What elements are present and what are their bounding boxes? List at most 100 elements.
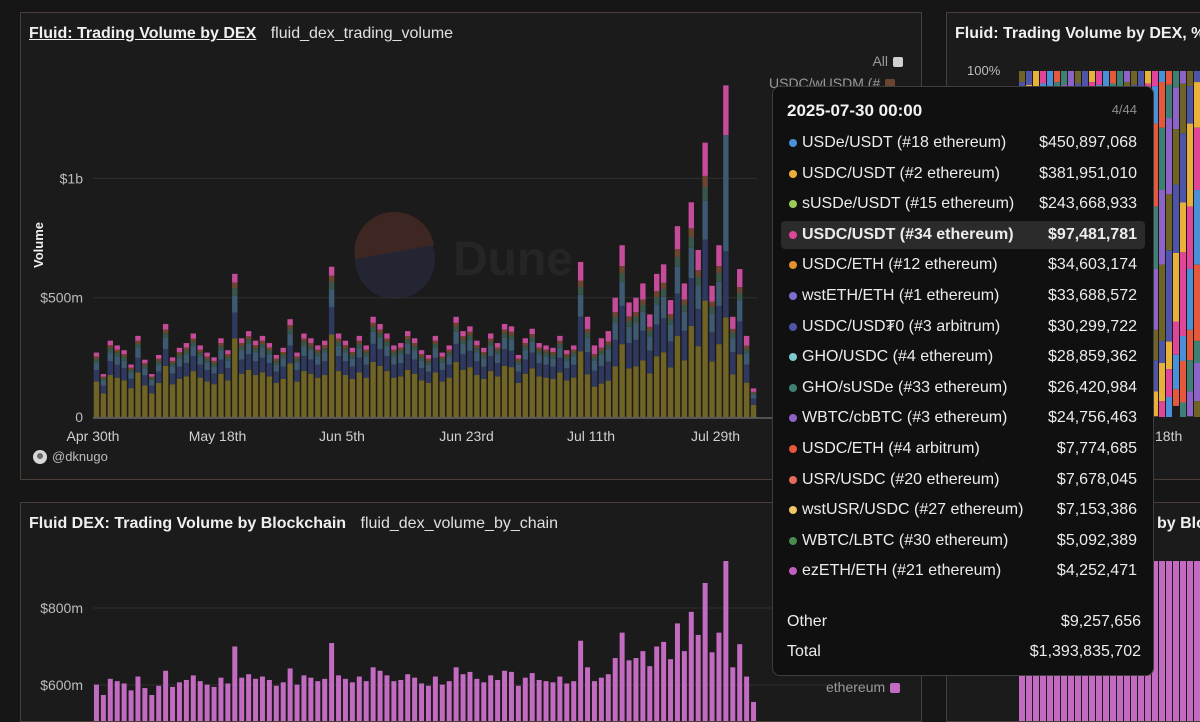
bar-segment <box>266 350 273 355</box>
bar-segment <box>273 358 279 362</box>
panel-title-text[interactable]: by Blo <box>1157 515 1200 532</box>
percent-segment <box>1159 264 1165 341</box>
bar-segment <box>446 377 452 417</box>
percent-segment <box>1054 71 1060 83</box>
bar-stack <box>190 333 196 417</box>
bar-segment <box>377 329 383 334</box>
legend-item-all[interactable]: All <box>872 53 903 69</box>
percent-segment <box>1124 71 1130 83</box>
percent-bar <box>1194 561 1200 721</box>
bar-segment <box>598 354 605 367</box>
bar <box>432 676 438 721</box>
bar-segment <box>432 372 439 417</box>
bar-segment <box>598 383 605 417</box>
bar-segment <box>418 354 425 357</box>
bar-segment <box>529 328 535 335</box>
bar-segment <box>315 352 321 357</box>
bar <box>453 667 459 721</box>
x-tick-label: 18th <box>1155 428 1182 444</box>
bar-segment <box>647 326 653 331</box>
bar-segment <box>135 348 141 358</box>
bar-segment <box>425 354 432 359</box>
bar-segment <box>536 363 542 377</box>
bar-segment <box>481 354 487 359</box>
bar-segment <box>557 372 563 417</box>
percent-segment <box>1152 391 1158 417</box>
bar-segment <box>370 326 376 332</box>
bar-segment <box>328 307 335 335</box>
bar-segment <box>335 346 342 357</box>
tooltip-row: USDC/USD₮0 (#3 arbitrum) $30,299,722 <box>781 313 1145 341</box>
bar <box>156 685 162 721</box>
bar-segment <box>142 363 148 366</box>
bar-segment <box>667 300 674 315</box>
bar-segment <box>232 312 238 339</box>
bar-segment <box>342 348 349 353</box>
bar-stack <box>716 245 722 417</box>
percent-bar <box>1166 561 1172 721</box>
series-color-dot <box>789 139 797 147</box>
author[interactable]: @dknugo <box>33 449 108 464</box>
bar-stack <box>252 340 259 417</box>
percent-segment <box>1180 252 1186 337</box>
bar-segment <box>315 356 321 365</box>
panel-title-link[interactable]: Fluid: Trading Volume by DEX <box>29 25 257 42</box>
percent-segment <box>1145 71 1151 84</box>
volume-by-chain-chart[interactable]: $600m $800m <box>21 503 921 721</box>
legend-item-ethereum[interactable]: ethereum <box>826 679 901 695</box>
percent-segment <box>1173 129 1179 185</box>
bar-segment <box>529 337 535 342</box>
bar-stack <box>501 323 508 417</box>
bar-segment <box>370 343 376 362</box>
bar-segment <box>225 356 231 361</box>
bar-stack <box>584 316 591 417</box>
bar-segment <box>633 323 639 340</box>
bar-segment <box>405 354 411 370</box>
bar <box>522 677 528 721</box>
watermark-text: Dune <box>453 233 573 286</box>
bar-segment <box>218 338 224 343</box>
percent-segment <box>1152 86 1158 124</box>
panel-title-text[interactable]: Fluid: Trading Volume by DEX, % <box>955 25 1200 42</box>
bar-segment <box>598 347 605 351</box>
x-tick-label: Jun 23rd <box>439 428 493 444</box>
bar-segment <box>501 349 508 366</box>
bar-segment <box>571 345 577 350</box>
bar-segment <box>681 283 688 300</box>
bar <box>308 677 314 721</box>
bar-segment <box>363 356 369 365</box>
bar <box>502 670 508 721</box>
bar-segment <box>550 351 556 355</box>
percent-bar <box>1180 561 1186 721</box>
bar-segment <box>398 354 404 364</box>
bar-stack <box>121 350 127 417</box>
bar-segment <box>723 135 729 252</box>
bar-segment <box>93 359 100 363</box>
bar-segment <box>439 359 445 363</box>
bar-segment <box>114 345 120 350</box>
bar-segment <box>232 273 238 283</box>
bar-segment <box>370 361 376 417</box>
bar-segment <box>218 359 224 374</box>
bar-segment <box>294 369 300 382</box>
bar-stack <box>183 343 190 417</box>
percent-segment <box>1166 369 1172 397</box>
tooltip-total-row: Total $1,393,835,702 <box>787 643 1141 661</box>
bar-segment <box>405 331 411 337</box>
bar-segment <box>660 296 667 319</box>
volume-by-dex-chart[interactable]: Dune 0 $500m $1b Volume Apr 30th May 18th Jun 5… <box>21 13 921 479</box>
legend-swatch <box>885 79 896 89</box>
bar-segment <box>308 338 314 343</box>
bar-segment <box>591 356 598 361</box>
bar-segment <box>695 346 701 417</box>
bar-segment <box>301 346 307 357</box>
bar-segment <box>411 350 418 360</box>
bar-segment <box>654 273 660 292</box>
panel-title-text[interactable]: Fluid DEX: Trading Volume by Blockchain <box>29 515 347 532</box>
bar-segment <box>550 354 556 359</box>
bar <box>142 688 148 721</box>
bar-segment <box>273 361 279 365</box>
series-value: $381,951,010 <box>1039 164 1137 182</box>
bar-segment <box>322 352 328 362</box>
bar-segment <box>280 351 286 355</box>
